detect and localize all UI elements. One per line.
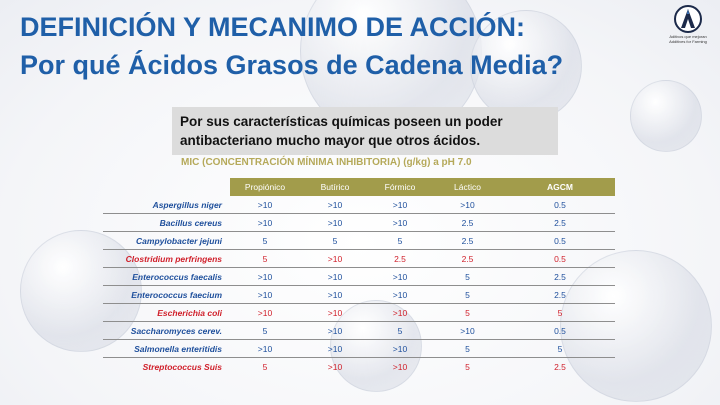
table-row: Bacillus cereus >10 >10 >10 2.5 2.5 [103,213,615,232]
table-row: Enterococcus faecalis >10 >10 >10 5 2.5 [103,267,615,286]
callout-box: Por sus características químicas poseen … [172,107,558,155]
cell-propionico: 5 [262,361,268,372]
header-propionico: Propiónico [230,178,300,196]
cell-formico: >10 [370,267,430,286]
organism-name: Salmonella enteritidis [103,339,230,358]
cell-butirico: >10 [300,249,370,268]
cell-lactico: 5 [465,361,470,372]
cell-agcm: 5 [505,339,615,358]
callout-line-2: antibacteriano mucho mayor que otros áci… [180,133,481,148]
cell-butirico: >10 [300,339,370,358]
cell-formico: >10 [370,303,430,322]
organism-name: Aspergillus niger [103,196,230,214]
logo-text-1: Aditivos que mejoran [669,34,707,39]
cell-agcm: 2.5 [505,267,615,286]
cell-agcm: 2.5 [554,361,566,372]
cell-lactico: 5 [430,267,505,286]
cell-formico: >10 [370,285,430,304]
title-line-2: Por qué Ácidos Grasos de Cadena Media? [20,50,564,80]
table-header-row: Propiónico Butírico Fórmico Láctico AGCM [103,178,615,196]
table-row: Aspergillus niger >10 >10 >10 >10 0.5 [103,196,615,214]
cell-lactico: 5 [430,339,505,358]
organism-name: Campylobacter jejuni [103,231,230,250]
cell-lactico: 2.5 [430,231,505,250]
organism-name: Enterococcus faecalis [103,267,230,286]
header-formico: Fórmico [370,178,430,196]
cell-propionico: 5 [230,249,300,268]
cell-lactico: 2.5 [430,213,505,232]
cell-lactico: 5 [430,303,505,322]
organism-name: Saccharomyces cerev. [103,321,230,340]
cell-butirico: >10 [300,213,370,232]
cell-formico: >10 [370,196,430,214]
decorative-bubble [470,10,582,122]
cell-formico: 5 [370,231,430,250]
header-agcm: AGCM [505,178,615,196]
slide-title: DEFINICIÓN Y MECANIMO DE ACCIÓN: Por qué… [20,8,563,84]
company-logo: Aditivos que mejoran Additives for Farmi… [660,4,716,64]
cell-butirico: >10 [300,285,370,304]
cell-lactico: >10 [430,196,505,214]
mic-table: Propiónico Butírico Fórmico Láctico AGCM… [103,178,615,375]
logo-text-2: Additives for Farming [669,39,707,44]
cell-butirico: >10 [327,361,343,372]
cell-butirico: 5 [300,231,370,250]
callout-line-1: Por sus características químicas poseen … [180,114,503,129]
cell-formico: 5 [370,321,430,340]
cell-butirico: >10 [300,321,370,340]
cell-formico: 2.5 [370,249,430,268]
cell-propionico: 5 [230,231,300,250]
cell-formico: >10 [370,213,430,232]
title-line-1: DEFINICIÓN Y MECANIMO DE ACCIÓN: [20,12,526,42]
table-row: Salmonella enteritidis >10 >10 >10 5 5 [103,339,615,358]
organism-name: Escherichia coli [103,303,230,322]
header-lactico: Láctico [430,178,505,196]
logo-icon [674,5,702,33]
cell-formico: >10 [370,339,430,358]
table-row: Saccharomyces cerev. 5 >10 5 >10 0.5 [103,321,615,340]
decorative-bubble [630,80,702,152]
table-row: Enterococcus faecium >10 >10 >10 5 2.5 [103,285,615,304]
cell-butirico: >10 [300,267,370,286]
cell-propionico: 5 [230,321,300,340]
cell-lactico: >10 [430,321,505,340]
cell-butirico: >10 [300,196,370,214]
cell-butirico: >10 [300,303,370,322]
organism-name: Bacillus cereus [103,213,230,232]
table-row: Streptococcus Suis 5 >10 >10 5 2.5 [103,358,615,376]
organism-name: Enterococcus faecium [103,285,230,304]
cell-propionico: >10 [230,303,300,322]
table-row: Clostridium perfringens 5 >10 2.5 2.5 0.… [103,249,615,268]
table-row: Escherichia coli >10 >10 >10 5 5 [103,303,615,322]
cell-lactico: 2.5 [430,249,505,268]
cell-agcm: 0.5 [505,321,615,340]
cell-formico: >10 [392,361,408,372]
cell-agcm: 5 [505,303,615,322]
organism-name: Streptococcus Suis [142,361,222,372]
header-organism [103,178,230,196]
cell-propionico: >10 [230,196,300,214]
cell-propionico: >10 [230,285,300,304]
cell-propionico: >10 [230,213,300,232]
cell-agcm: 0.5 [505,231,615,250]
cell-agcm: 0.5 [505,249,615,268]
header-butirico: Butírico [300,178,370,196]
table-title: MIC (CONCENTRACIÓN MÍNIMA INHIBITORIA) (… [181,157,472,168]
cell-agcm: 0.5 [505,196,615,214]
organism-name: Clostridium perfringens [103,249,230,268]
cell-propionico: >10 [230,339,300,358]
cell-agcm: 2.5 [505,285,615,304]
table-row: Campylobacter jejuni 5 5 5 2.5 0.5 [103,231,615,250]
cell-lactico: 5 [430,285,505,304]
cell-propionico: >10 [230,267,300,286]
cell-agcm: 2.5 [505,213,615,232]
